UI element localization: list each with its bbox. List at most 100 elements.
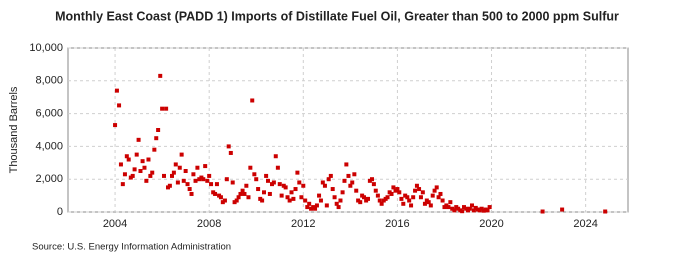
point <box>114 88 119 93</box>
point <box>473 205 478 210</box>
point <box>324 203 329 208</box>
point <box>266 178 270 183</box>
point <box>438 191 443 196</box>
point <box>309 206 314 211</box>
y-tick-label: 0 <box>57 206 63 218</box>
point <box>236 195 241 200</box>
point <box>130 173 135 178</box>
point <box>414 183 419 188</box>
point <box>156 128 161 132</box>
point <box>213 191 218 196</box>
point <box>122 172 127 177</box>
point <box>418 195 423 200</box>
point <box>318 198 323 203</box>
point <box>291 196 296 201</box>
point <box>181 178 186 183</box>
point <box>170 173 174 178</box>
point <box>293 187 298 192</box>
point <box>317 193 322 198</box>
point <box>197 177 202 182</box>
point <box>218 195 223 200</box>
point <box>289 190 294 195</box>
point <box>379 201 384 206</box>
point <box>462 205 466 210</box>
point <box>352 172 357 177</box>
x-tick-label: 2012 <box>291 218 315 230</box>
point <box>191 172 196 177</box>
point <box>434 185 439 190</box>
point <box>185 182 190 187</box>
point <box>224 177 229 182</box>
point <box>417 187 422 192</box>
point <box>136 137 141 142</box>
point <box>158 73 163 78</box>
point <box>220 200 225 205</box>
point <box>148 173 153 178</box>
chart-title: Monthly East Coast (PADD 1) Imports of D… <box>55 9 619 23</box>
point <box>267 191 272 196</box>
point <box>189 191 194 196</box>
point <box>560 207 565 212</box>
point <box>162 173 166 178</box>
point <box>283 185 288 190</box>
point <box>336 205 341 210</box>
point <box>126 157 131 162</box>
point <box>214 182 219 187</box>
point <box>330 187 335 192</box>
point <box>305 205 310 210</box>
point <box>446 205 451 210</box>
y-tick-label: 4,000 <box>35 140 63 152</box>
point <box>399 196 404 201</box>
point <box>332 195 337 200</box>
point <box>487 205 492 210</box>
point <box>346 173 351 178</box>
point <box>287 198 292 203</box>
point <box>146 157 151 162</box>
point <box>277 182 282 187</box>
point <box>118 162 123 167</box>
point <box>299 195 304 200</box>
point <box>120 182 125 187</box>
point <box>164 106 169 111</box>
plot-frame <box>67 47 629 213</box>
point <box>275 165 280 170</box>
x-tick-label: 2024 <box>573 218 597 230</box>
point <box>242 191 247 196</box>
point <box>228 150 233 155</box>
point <box>140 159 145 164</box>
point <box>444 203 449 208</box>
point <box>250 98 255 103</box>
point <box>370 177 374 182</box>
point <box>113 123 118 128</box>
point <box>285 195 290 200</box>
y-tick-label: 8,000 <box>35 75 63 87</box>
point <box>307 201 312 206</box>
point <box>179 152 184 157</box>
point <box>436 195 441 200</box>
point <box>234 198 239 203</box>
point <box>413 188 418 193</box>
point <box>448 200 453 205</box>
y-axis-label: Thousand Barrels <box>8 86 20 173</box>
point <box>350 180 355 185</box>
point <box>173 162 178 167</box>
point <box>366 196 370 201</box>
point <box>391 185 396 190</box>
point <box>230 180 235 185</box>
x-tick-label: 2020 <box>479 218 503 230</box>
point <box>411 195 416 200</box>
point <box>375 193 380 198</box>
point <box>395 187 400 192</box>
point <box>193 178 198 183</box>
point <box>320 180 325 185</box>
point <box>420 190 425 195</box>
point <box>485 208 490 213</box>
point <box>362 195 366 200</box>
point <box>432 188 437 193</box>
point <box>124 154 129 159</box>
point <box>187 187 192 192</box>
point <box>426 200 431 205</box>
point <box>171 170 176 175</box>
point <box>279 193 284 198</box>
